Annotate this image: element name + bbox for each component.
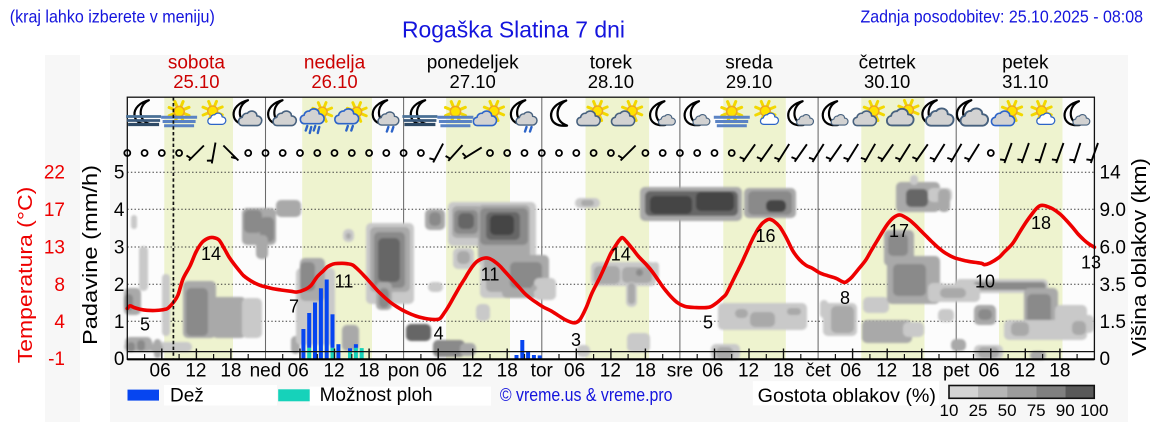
- svg-text:4: 4: [54, 312, 65, 333]
- svg-text:čet: čet: [805, 361, 831, 382]
- svg-text:3.5: 3.5: [1100, 275, 1126, 296]
- svg-text:5: 5: [703, 312, 713, 332]
- svg-text:ned: ned: [250, 361, 282, 382]
- svg-text:30.10: 30.10: [864, 71, 910, 92]
- svg-text:75: 75: [1027, 401, 1046, 420]
- svg-text:sobota: sobota: [168, 52, 225, 73]
- svg-text:5: 5: [114, 163, 125, 184]
- svg-text:6.0: 6.0: [1100, 238, 1126, 259]
- svg-text:31.10: 31.10: [1002, 71, 1048, 92]
- svg-text:06: 06: [426, 361, 447, 382]
- svg-text:Dež: Dež: [170, 385, 204, 406]
- svg-text:ponedeljek: ponedeljek: [427, 52, 519, 73]
- svg-text:3: 3: [571, 330, 581, 350]
- svg-text:tor: tor: [531, 361, 554, 382]
- svg-text:18: 18: [1031, 213, 1051, 233]
- svg-text:14: 14: [611, 244, 631, 264]
- svg-text:12: 12: [738, 361, 759, 382]
- svg-text:29.10: 29.10: [726, 71, 772, 92]
- svg-text:četrtek: četrtek: [859, 52, 917, 73]
- svg-text:10: 10: [975, 271, 995, 291]
- svg-text:10: 10: [940, 401, 959, 420]
- svg-text:18: 18: [358, 361, 379, 382]
- svg-text:50: 50: [998, 401, 1017, 420]
- svg-text:sreda: sreda: [725, 52, 773, 73]
- svg-text:18: 18: [773, 361, 794, 382]
- svg-text:© vreme.us & vreme.pro: © vreme.us & vreme.pro: [500, 385, 673, 405]
- svg-text:Možnost ploh: Možnost ploh: [320, 385, 433, 406]
- svg-text:Gostota oblakov (%): Gostota oblakov (%): [758, 386, 936, 407]
- svg-text:06: 06: [840, 361, 861, 382]
- svg-text:sre: sre: [667, 361, 693, 382]
- svg-text:5: 5: [140, 314, 150, 334]
- svg-text:11: 11: [335, 271, 354, 291]
- svg-text:pet: pet: [943, 361, 970, 382]
- svg-text:Višina oblakov (km): Višina oblakov (km): [1129, 158, 1151, 356]
- svg-text:14: 14: [201, 244, 221, 264]
- svg-text:Temperatura (°C): Temperatura (°C): [15, 187, 37, 364]
- svg-text:26.10: 26.10: [311, 71, 357, 92]
- svg-text:-1: -1: [48, 349, 65, 370]
- svg-text:06: 06: [702, 361, 723, 382]
- svg-text:1: 1: [114, 312, 125, 333]
- svg-text:1.5: 1.5: [1100, 312, 1126, 333]
- svg-text:petek: petek: [1002, 52, 1049, 73]
- svg-text:12: 12: [185, 361, 206, 382]
- svg-text:pon: pon: [388, 361, 420, 382]
- svg-text:7: 7: [289, 296, 299, 316]
- svg-text:14: 14: [1100, 163, 1122, 184]
- svg-text:25.10: 25.10: [173, 71, 219, 92]
- svg-text:0: 0: [114, 349, 125, 370]
- svg-text:100: 100: [1080, 401, 1108, 420]
- svg-text:3: 3: [114, 238, 125, 259]
- svg-text:12: 12: [462, 361, 483, 382]
- svg-text:12: 12: [1014, 361, 1035, 382]
- svg-text:13: 13: [44, 238, 65, 259]
- svg-text:4: 4: [434, 323, 444, 343]
- svg-text:Padavine (mm/h): Padavine (mm/h): [80, 165, 102, 345]
- svg-text:0: 0: [1100, 349, 1111, 370]
- svg-text:Zadnja posodobitev: 25.10.2025: Zadnja posodobitev: 25.10.2025 - 08:08: [861, 6, 1144, 26]
- svg-text:nedelja: nedelja: [304, 52, 366, 73]
- svg-text:2: 2: [114, 275, 125, 296]
- svg-text:22: 22: [44, 163, 65, 184]
- svg-text:18: 18: [635, 361, 656, 382]
- svg-text:11: 11: [481, 264, 500, 284]
- svg-text:(kraj lahko izberete v meniju): (kraj lahko izberete v meniju): [10, 6, 215, 26]
- svg-text:12: 12: [876, 361, 897, 382]
- svg-text:12: 12: [323, 361, 344, 382]
- svg-text:9.0: 9.0: [1100, 200, 1126, 221]
- svg-text:27.10: 27.10: [450, 71, 496, 92]
- svg-text:06: 06: [564, 361, 585, 382]
- svg-text:18: 18: [1049, 361, 1070, 382]
- svg-text:06: 06: [288, 361, 309, 382]
- svg-text:4: 4: [114, 200, 125, 221]
- svg-text:18: 18: [911, 361, 932, 382]
- svg-text:12: 12: [600, 361, 621, 382]
- svg-text:25: 25: [969, 401, 988, 420]
- svg-text:torek: torek: [590, 52, 633, 73]
- svg-text:8: 8: [54, 275, 65, 296]
- svg-text:06: 06: [150, 361, 171, 382]
- svg-text:16: 16: [755, 226, 775, 246]
- svg-text:Rogaška Slatina 7 dni: Rogaška Slatina 7 dni: [402, 16, 625, 42]
- svg-text:18: 18: [497, 361, 518, 382]
- svg-text:13: 13: [1081, 252, 1101, 272]
- svg-text:06: 06: [978, 361, 999, 382]
- svg-text:17: 17: [889, 221, 909, 241]
- svg-text:18: 18: [220, 361, 241, 382]
- svg-text:8: 8: [840, 288, 850, 308]
- svg-text:90: 90: [1056, 401, 1075, 420]
- svg-text:17: 17: [44, 200, 65, 221]
- svg-text:28.10: 28.10: [588, 71, 634, 92]
